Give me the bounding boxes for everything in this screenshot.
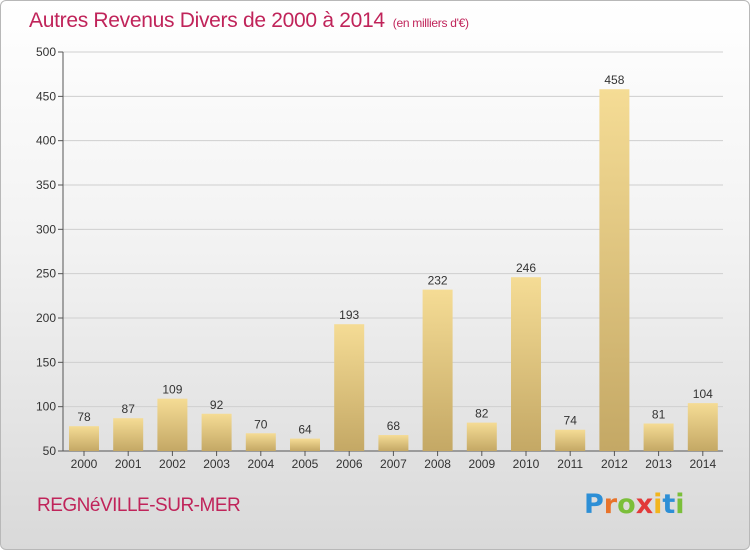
bar-2007: [378, 435, 409, 451]
bar-2001: [113, 418, 144, 451]
x-tick-label-2006: 2006: [336, 457, 363, 471]
x-tick-label-2012: 2012: [601, 457, 628, 471]
x-tick-label-2003: 2003: [203, 457, 230, 471]
logo-letter: o: [617, 489, 636, 520]
chart-unit-subtitle: (en milliers d'€): [392, 16, 469, 30]
bar-2000: [69, 426, 99, 451]
bar-2006: [334, 324, 365, 451]
y-tick-label: 50: [43, 444, 57, 458]
chart-title: Autres Revenus Divers de 2000 à 2014 (en …: [29, 9, 469, 33]
data-label-2000: 78: [77, 410, 91, 424]
x-tick-label-2004: 2004: [247, 457, 274, 471]
bar-2004: [245, 433, 276, 451]
commune-name: REGNéVILLE-SUR-MER: [37, 495, 241, 516]
x-tick-label-2013: 2013: [645, 457, 672, 471]
data-label-2011: 74: [564, 414, 578, 428]
bar-2012: [599, 89, 630, 452]
data-label-2002: 109: [162, 383, 182, 397]
bar-2013: [643, 423, 674, 451]
x-tick-label-2000: 2000: [71, 457, 98, 471]
bar-2009: [466, 422, 497, 451]
logo-letter: x: [635, 489, 654, 520]
bar-2005: [290, 438, 320, 451]
data-label-2012: 458: [604, 73, 624, 87]
x-tick-label-2014: 2014: [689, 457, 716, 471]
y-tick-label: 400: [36, 134, 56, 148]
bar-2014: [687, 403, 718, 451]
data-label-2009: 82: [475, 407, 489, 421]
logo-letter: P: [584, 489, 604, 520]
y-tick-label: 200: [36, 311, 56, 325]
y-tick-label: 250: [36, 267, 56, 281]
x-tick-label-2011: 2011: [557, 457, 583, 471]
data-label-2001: 87: [122, 402, 136, 416]
logo-letter: i: [675, 489, 685, 520]
logo-letter: i: [653, 489, 663, 520]
data-label-2014: 104: [693, 387, 713, 401]
proxiti-logo: Proxiti: [584, 489, 685, 520]
data-label-2006: 193: [339, 308, 359, 322]
bar-2008: [422, 289, 453, 451]
x-tick-label-2001: 2001: [115, 457, 142, 471]
x-tick-label-2005: 2005: [292, 457, 319, 471]
bar-2011: [555, 429, 586, 451]
chart-title-text: Autres Revenus Divers de 2000 à 2014: [29, 9, 385, 32]
y-tick-label: 300: [36, 222, 56, 236]
x-tick-label-2007: 2007: [380, 457, 407, 471]
y-tick-label: 100: [36, 400, 56, 414]
x-tick-label-2002: 2002: [159, 457, 186, 471]
data-label-2003: 92: [210, 398, 224, 412]
logo-letter: r: [603, 489, 618, 520]
y-tick-label: 350: [36, 178, 56, 192]
data-label-2004: 70: [254, 417, 268, 431]
y-tick-label: 450: [36, 89, 56, 103]
x-tick-label-2008: 2008: [424, 457, 451, 471]
data-label-2005: 64: [298, 423, 312, 437]
bar-2003: [201, 413, 232, 451]
y-tick-label: 500: [36, 45, 56, 59]
data-label-2007: 68: [387, 419, 401, 433]
data-label-2013: 81: [652, 408, 666, 422]
bar-2002: [157, 398, 188, 451]
data-label-2008: 232: [428, 274, 448, 288]
y-tick-label: 150: [36, 355, 56, 369]
data-label-2010: 246: [516, 261, 536, 275]
bar-2010: [511, 277, 541, 451]
x-tick-label-2009: 2009: [468, 457, 495, 471]
logo-letter: t: [662, 489, 676, 520]
x-tick-label-2010: 2010: [513, 457, 540, 471]
